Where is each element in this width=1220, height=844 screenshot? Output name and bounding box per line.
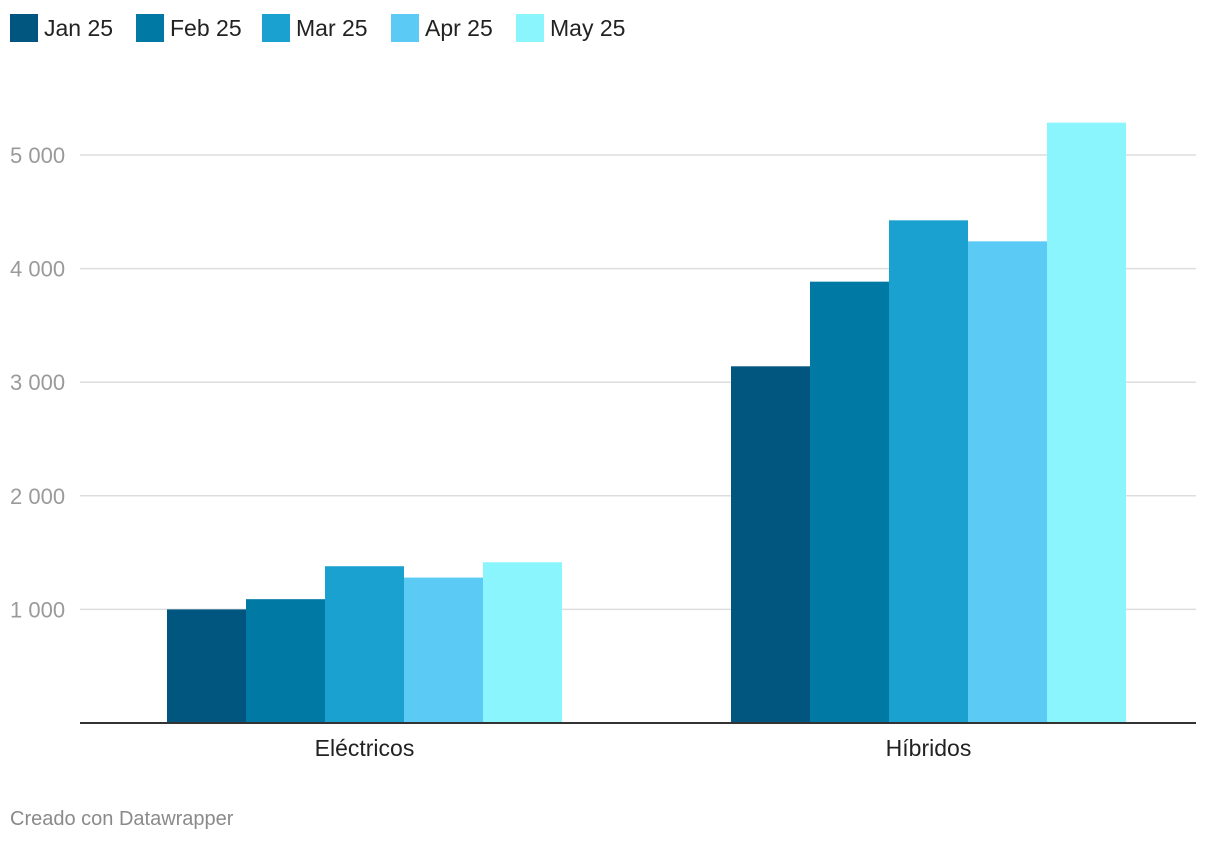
bar-1-3 [968, 241, 1047, 723]
bar-0-1 [246, 599, 325, 723]
legend-swatch-4 [516, 14, 544, 42]
y-tick-label-0: 1 000 [10, 597, 65, 622]
bar-0-3 [404, 577, 483, 723]
legend-swatch-2 [262, 14, 290, 42]
category-label-0: Eléctricos [315, 735, 415, 761]
bar-0-4 [483, 562, 562, 723]
y-tick-label-4: 5 000 [10, 143, 65, 168]
chart-credit: Creado con Datawrapper [10, 808, 234, 830]
bar-1-0 [731, 366, 810, 723]
y-axis-tick-labels: 1 000 2 000 3 000 4 000 5 000 [10, 143, 65, 622]
legend-label-3: Apr 25 [425, 15, 493, 41]
legend-swatch-3 [391, 14, 419, 42]
bars [167, 122, 1126, 723]
legend-swatch-0 [10, 14, 38, 42]
y-tick-label-3: 4 000 [10, 257, 65, 282]
category-label-1: Híbridos [886, 735, 972, 761]
legend-label-2: Mar 25 [296, 15, 368, 41]
legend-label-4: May 25 [550, 15, 625, 41]
x-axis-category-labels: Eléctricos Híbridos [315, 735, 972, 761]
legend-swatch-1 [136, 14, 164, 42]
legend: Jan 25 Feb 25 Mar 25 Apr 25 May 25 [10, 14, 625, 42]
legend-label-0: Jan 25 [44, 15, 113, 41]
bar-1-4 [1047, 122, 1126, 723]
y-tick-label-1: 2 000 [10, 484, 65, 509]
legend-label-1: Feb 25 [170, 15, 242, 41]
bar-1-1 [810, 281, 889, 723]
bar-0-0 [167, 609, 246, 723]
y-tick-label-2: 3 000 [10, 370, 65, 395]
bar-1-2 [889, 220, 968, 723]
bar-0-2 [325, 566, 404, 723]
